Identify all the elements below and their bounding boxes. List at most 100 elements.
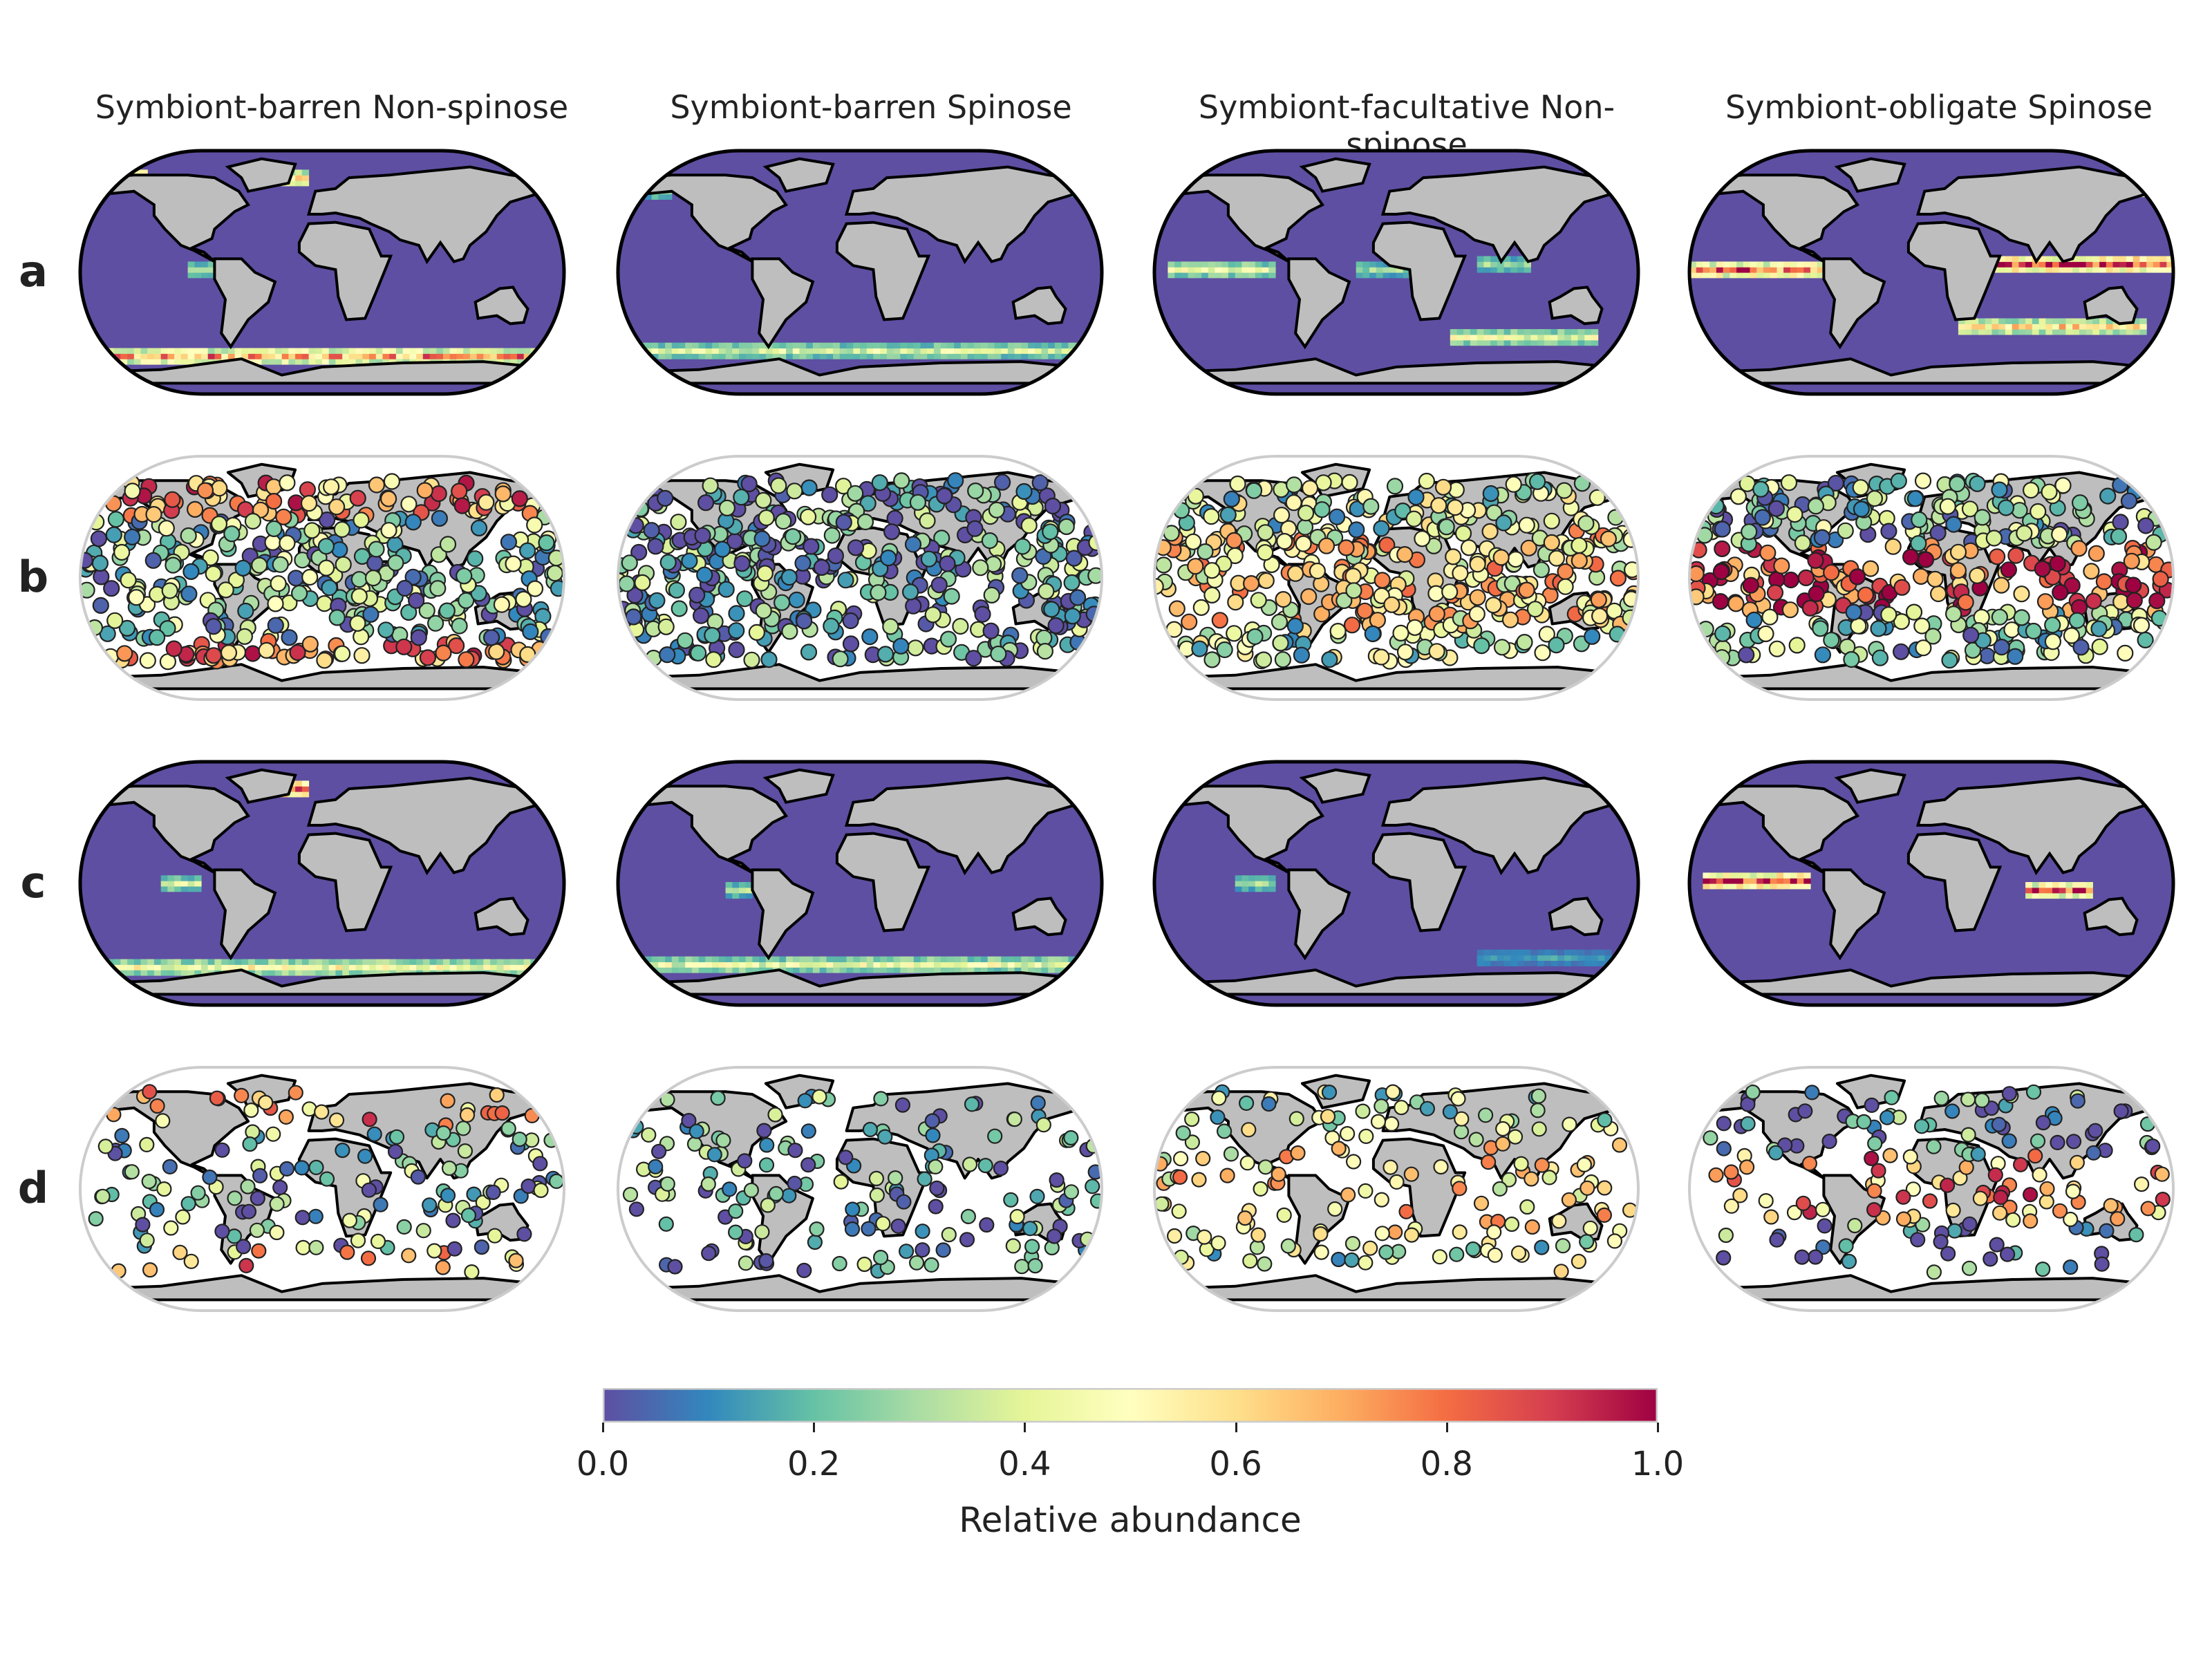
grid-cell bbox=[348, 359, 357, 365]
grid-cell bbox=[691, 962, 700, 968]
grid-cell bbox=[752, 956, 760, 962]
grid-cell bbox=[1584, 339, 1592, 346]
station-marker bbox=[1257, 544, 1274, 561]
grid-cell bbox=[2065, 267, 2073, 273]
station-marker bbox=[1276, 533, 1293, 550]
station-marker bbox=[877, 646, 894, 663]
station-marker bbox=[1596, 1207, 1613, 1223]
grid-cell bbox=[618, 956, 626, 962]
grid-cell bbox=[1524, 335, 1531, 341]
grid-cell bbox=[1241, 885, 1249, 892]
station-marker bbox=[701, 1246, 717, 1262]
grid-cell bbox=[207, 261, 215, 268]
station-marker bbox=[1442, 1104, 1458, 1120]
grid-cell bbox=[2045, 882, 2053, 888]
grid-cell bbox=[765, 348, 774, 354]
grid-cell bbox=[2045, 267, 2053, 273]
grid-cell bbox=[93, 970, 101, 976]
landmass bbox=[1689, 663, 2173, 691]
grid-cell bbox=[2038, 318, 2046, 324]
grid-cell bbox=[1537, 339, 1545, 346]
station-marker bbox=[648, 1159, 664, 1174]
station-marker bbox=[1211, 1090, 1227, 1106]
grid-cell bbox=[1088, 180, 1096, 187]
grid-cell bbox=[1456, 339, 1464, 346]
grid-cell bbox=[106, 359, 115, 365]
grid-cell bbox=[543, 359, 552, 365]
grid-cell bbox=[819, 967, 827, 973]
grid-cell bbox=[100, 353, 108, 359]
station-marker bbox=[767, 1107, 783, 1123]
grid-cell bbox=[2146, 261, 2154, 268]
grid-cell bbox=[658, 194, 666, 200]
grid-cell bbox=[1750, 883, 1757, 890]
map-frame bbox=[1153, 1066, 1640, 1312]
station-marker bbox=[1579, 1234, 1595, 1250]
grid-cell bbox=[739, 967, 747, 973]
grid-cell bbox=[1550, 949, 1558, 956]
station-marker bbox=[1348, 521, 1365, 538]
grid-cell bbox=[624, 342, 632, 349]
grid-cell bbox=[516, 167, 525, 173]
station-marker bbox=[1172, 1169, 1188, 1185]
grid-cell bbox=[1998, 329, 2006, 335]
grid-cell bbox=[2052, 329, 2060, 335]
grid-cell bbox=[288, 180, 296, 187]
grid-cell bbox=[389, 359, 397, 365]
grid-cell bbox=[201, 964, 209, 971]
grid-cell bbox=[335, 964, 343, 971]
grid-cell bbox=[1517, 339, 1525, 346]
station-marker bbox=[1245, 482, 1263, 499]
grid-cell bbox=[362, 348, 370, 354]
grid-cell bbox=[651, 342, 659, 349]
station-marker bbox=[781, 623, 798, 640]
grid-cell bbox=[1215, 267, 1222, 273]
grid-cell bbox=[147, 959, 155, 965]
grid-cell bbox=[1007, 348, 1015, 354]
grid-cell bbox=[510, 348, 518, 354]
grid-cell bbox=[86, 348, 94, 354]
station-marker bbox=[1745, 1084, 1761, 1100]
grid-cell bbox=[860, 956, 868, 962]
station-marker bbox=[251, 1243, 267, 1259]
grid-cell bbox=[510, 970, 518, 976]
station-marker bbox=[361, 1182, 377, 1198]
grid-cell bbox=[2153, 261, 2161, 268]
grid-cell bbox=[1248, 875, 1256, 881]
world-map bbox=[1687, 760, 2175, 1007]
station-marker bbox=[2095, 573, 2113, 590]
world-map bbox=[617, 455, 1103, 701]
station-marker bbox=[1974, 509, 1991, 526]
grid-cell bbox=[2092, 324, 2100, 330]
station-marker bbox=[928, 1199, 944, 1215]
station-marker bbox=[993, 1161, 1009, 1177]
grid-cell bbox=[1201, 261, 1209, 268]
grid-cell bbox=[691, 342, 700, 349]
station-marker bbox=[142, 1084, 158, 1100]
grid-cell bbox=[180, 875, 189, 881]
station-marker bbox=[800, 479, 818, 496]
station-marker bbox=[869, 1187, 885, 1203]
grid-cell bbox=[2072, 318, 2080, 324]
station-marker bbox=[1274, 651, 1291, 668]
map-panel-d-4 bbox=[1681, 1060, 2182, 1318]
station-marker bbox=[1962, 1216, 1978, 1232]
station-marker bbox=[1003, 1192, 1019, 1208]
grid-cell bbox=[732, 967, 740, 973]
grid-cell bbox=[1584, 949, 1592, 956]
station-marker bbox=[1543, 512, 1560, 529]
station-marker bbox=[930, 577, 948, 594]
grid-cell bbox=[799, 353, 807, 359]
station-marker bbox=[1827, 474, 1844, 492]
grid-cell bbox=[866, 342, 874, 349]
grid-cell bbox=[281, 348, 289, 354]
grid-cell bbox=[207, 272, 215, 279]
station-marker bbox=[321, 579, 338, 597]
grid-cell bbox=[335, 353, 343, 359]
station-marker bbox=[1714, 540, 1731, 557]
grid-cell bbox=[133, 970, 142, 976]
grid-cell bbox=[1991, 324, 1999, 330]
grid-cell bbox=[322, 970, 330, 976]
station-marker bbox=[981, 532, 999, 550]
grid-cell bbox=[160, 970, 168, 976]
